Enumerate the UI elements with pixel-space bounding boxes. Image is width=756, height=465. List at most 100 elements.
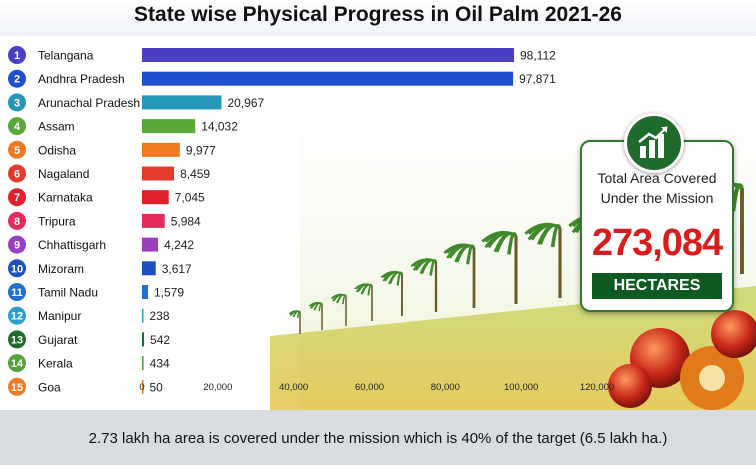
- palm-tree: [524, 222, 562, 298]
- total-area-label-line2: Under the Mission: [600, 190, 714, 206]
- bar-chart: 1 Telangana 98,112 2 Andhra Pradesh 97,871 3 Ar…: [8, 46, 614, 396]
- rank-number: 13: [11, 334, 23, 346]
- bar: [142, 142, 180, 157]
- category-label: Kerala: [38, 357, 73, 371]
- rank-badge: [8, 283, 26, 301]
- value-label: 8,459: [180, 167, 210, 181]
- value-label: 238: [150, 309, 170, 323]
- rank-number: 9: [14, 240, 20, 252]
- bar: [142, 356, 144, 371]
- bar: [142, 332, 145, 347]
- palm-tree: [354, 283, 373, 321]
- rank-number: 1: [14, 50, 20, 62]
- rank-badge: [8, 46, 26, 64]
- footer-band: [0, 410, 756, 465]
- palm-tree: [481, 230, 518, 304]
- rank-number: 14: [11, 358, 24, 370]
- bar: [142, 71, 514, 86]
- value-label: 50: [150, 380, 164, 394]
- value-label: 434: [150, 357, 170, 371]
- value-label: 5,984: [171, 214, 201, 228]
- value-label: 1,579: [154, 286, 184, 300]
- rank-badge: [8, 117, 26, 136]
- bar: [142, 166, 175, 181]
- rank-badge: [8, 69, 26, 88]
- rank-number: 11: [11, 287, 23, 299]
- total-area-label-line1: Total Area Covered: [597, 170, 717, 186]
- rank-number: 3: [14, 97, 20, 109]
- bar: [142, 213, 165, 228]
- bar: [142, 190, 169, 205]
- category-label: Chhattisgarh: [38, 238, 106, 252]
- palm-tree: [443, 243, 476, 308]
- bar: [142, 285, 148, 299]
- rank-number: 12: [11, 311, 23, 323]
- x-tick-label: 80,000: [431, 382, 460, 393]
- rank-badge: [8, 330, 26, 349]
- x-tick-label: 60,000: [355, 382, 384, 393]
- bar: [142, 237, 159, 252]
- rank-badge: [8, 140, 26, 159]
- rank-number: 8: [14, 216, 20, 228]
- rank-badge: [8, 188, 26, 207]
- category-label: Gujarat: [38, 333, 78, 347]
- rank-badge: [8, 306, 26, 325]
- category-label: Arunachal Pradesh: [38, 96, 140, 110]
- rank-badge: [8, 259, 26, 278]
- rank-badge: [8, 93, 26, 112]
- value-label: 14,032: [201, 120, 238, 134]
- rank-badge: [8, 235, 26, 254]
- title-bar: State wise Physical Progress in Oil Palm…: [0, 0, 756, 36]
- bar: [142, 48, 515, 62]
- value-label: 9,977: [186, 143, 216, 157]
- bar: [142, 95, 222, 110]
- value-label: 4,242: [164, 238, 194, 252]
- value-label: 97,871: [519, 72, 556, 86]
- category-label: Telangana: [38, 49, 94, 63]
- palm-fruits: [608, 310, 756, 410]
- palm-tree: [380, 270, 403, 316]
- x-tick-label: 100,000: [504, 382, 538, 393]
- x-tick-label: 20,000: [203, 382, 232, 393]
- value-label: 3,617: [162, 262, 192, 276]
- category-label: Karnataka: [38, 191, 93, 205]
- rank-number: 10: [11, 263, 23, 275]
- value-label: 542: [150, 333, 170, 347]
- bar: [142, 261, 156, 276]
- category-label: Tamil Nadu: [38, 286, 98, 300]
- rank-badge: [8, 211, 26, 230]
- category-label: Nagaland: [38, 167, 89, 181]
- category-label: Assam: [38, 120, 75, 134]
- value-label: 20,967: [227, 96, 264, 110]
- rank-badge: [8, 377, 26, 396]
- footer-note: 2.73 lakh ha area is covered under the m…: [88, 430, 668, 447]
- category-label: Andhra Pradesh: [38, 72, 125, 86]
- total-area-label: Total Area Covered Under the Mission: [580, 168, 734, 208]
- bar: [142, 379, 144, 394]
- palm-tree: [330, 293, 347, 326]
- rank-number: 7: [14, 192, 20, 204]
- bar: [142, 119, 196, 134]
- category-label: Odisha: [38, 143, 76, 157]
- value-label: 7,045: [175, 191, 205, 205]
- chart-title: State wise Physical Progress in Oil Palm…: [134, 3, 622, 26]
- rank-number: 4: [14, 121, 21, 133]
- rank-badge: [8, 354, 26, 373]
- rank-number: 2: [14, 74, 20, 86]
- x-tick-label: 0: [139, 382, 144, 393]
- x-tick-label: 40,000: [279, 382, 308, 393]
- value-label: 98,112: [520, 49, 556, 63]
- total-area-value: 273,084: [591, 222, 723, 264]
- rank-badge: [8, 164, 26, 183]
- rank-number: 6: [14, 169, 20, 181]
- category-label: Tripura: [38, 214, 76, 228]
- category-label: Mizoram: [38, 262, 84, 276]
- category-label: Goa: [38, 380, 61, 394]
- rank-number: 15: [11, 382, 23, 394]
- bar: [142, 308, 144, 323]
- palm-tree: [288, 310, 301, 334]
- x-tick-label: 120,000: [580, 382, 614, 393]
- category-label: Manipur: [38, 309, 81, 323]
- palm-tree: [308, 302, 323, 330]
